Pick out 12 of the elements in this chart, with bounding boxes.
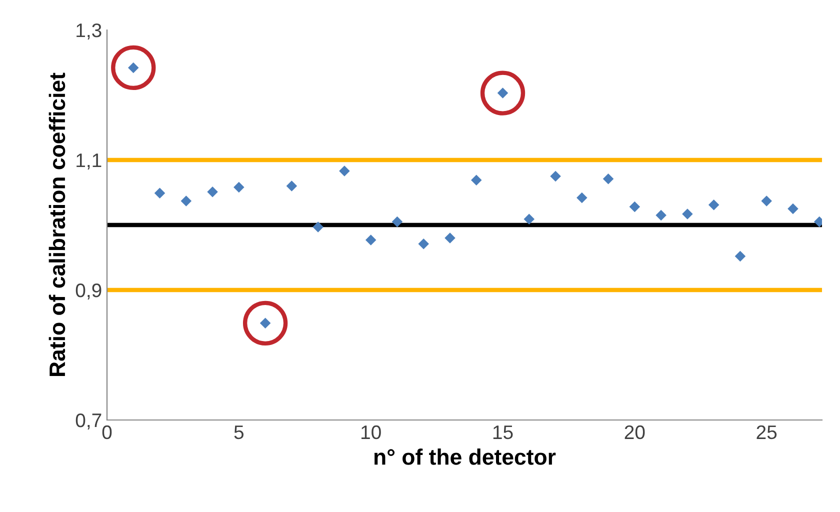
y-axis-title: Ratio of calibration coefficiet [48,72,66,376]
x-tick-label: 10 [362,425,381,440]
x-tick-label: 15 [493,426,513,440]
y-tick-label: 1,3 [76,23,102,40]
x-tick-label: 5 [234,426,244,440]
y-tick-label: 0,9 [76,283,102,300]
x-tick-label: 0 [102,425,112,440]
y-tick-label: 0,7 [76,413,102,430]
y-tick-label: 1,1 [76,154,102,170]
x-tick-label: 25 [756,425,777,440]
x-tick-label: 20 [624,425,645,440]
x-axis-title: n° of the detector [374,448,556,465]
